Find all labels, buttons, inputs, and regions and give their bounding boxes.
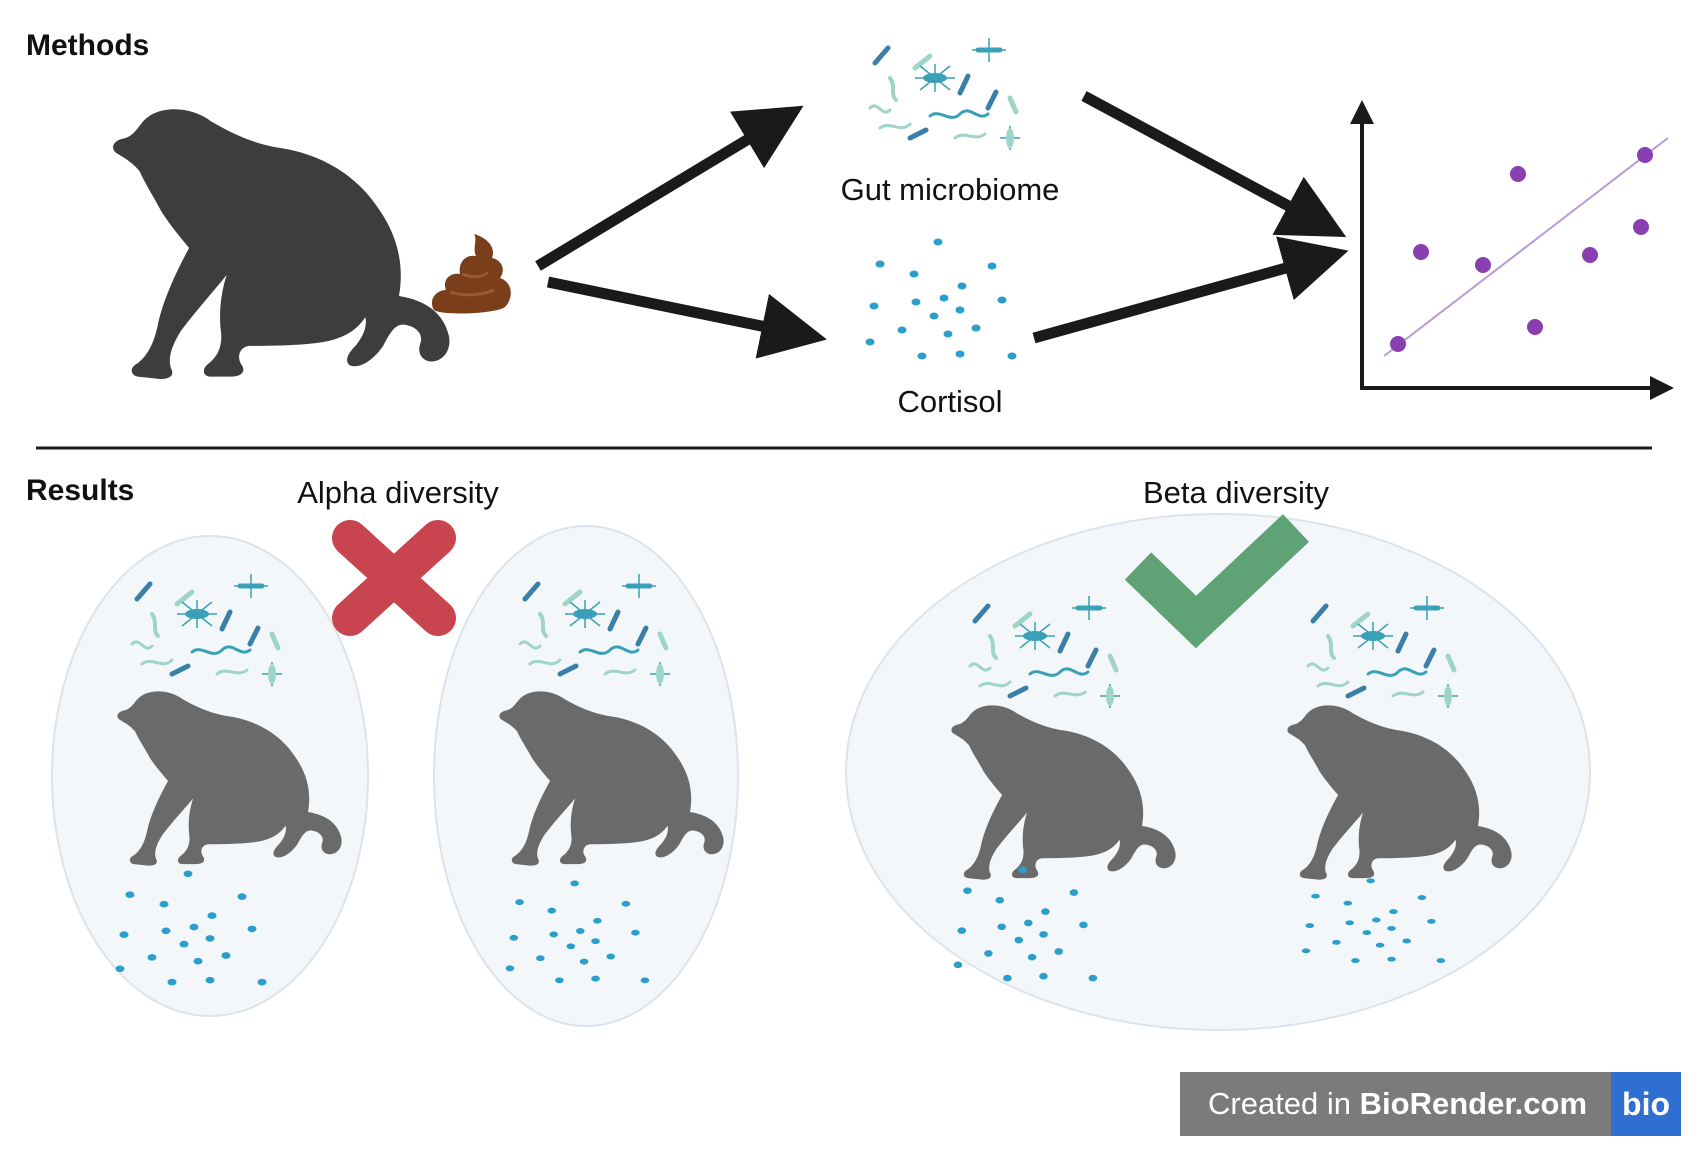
check-icon <box>1124 514 1310 649</box>
chimpanzee-icon <box>113 109 450 380</box>
flow-arrows <box>535 91 1349 359</box>
results-title: Results <box>26 474 134 507</box>
arrow-to-cortisol <box>546 276 827 359</box>
arrow-cortisol-to-plot <box>1032 236 1349 344</box>
scatter-point <box>1582 247 1598 263</box>
scatter-plot <box>1350 100 1674 400</box>
scatter-point <box>1637 147 1653 163</box>
arrow-to-microbiome <box>535 105 804 271</box>
scatter-point <box>1413 244 1429 260</box>
badge-brand: BioRender.com <box>1359 1086 1588 1121</box>
arrow-microbiome-to-plot <box>1081 91 1347 238</box>
poop-icon <box>431 234 511 314</box>
trend-line <box>1383 137 1669 357</box>
scatter-point <box>1390 336 1406 352</box>
beta-diversity-label: Beta diversity <box>1143 475 1330 510</box>
badge-prefix: Created in <box>1208 1086 1360 1121</box>
scatter-point <box>1510 166 1526 182</box>
scatter-point <box>1633 219 1649 235</box>
methods-title: Methods <box>26 29 149 62</box>
alpha-group-1 <box>51 535 369 1017</box>
cortisol-icon <box>865 238 1017 360</box>
beta-group <box>845 513 1591 1031</box>
scatter-point <box>1475 257 1491 273</box>
cortisol-label: Cortisol <box>897 384 1002 419</box>
alpha-group-2 <box>433 525 739 1027</box>
biorender-badge[interactable]: Created in BioRender.com bio <box>1180 1072 1682 1136</box>
scatter-point <box>1527 319 1543 335</box>
gut-microbiome-label: Gut microbiome <box>841 172 1060 207</box>
cross-icon <box>332 520 456 636</box>
biorender-logo-icon: bio <box>1611 1072 1682 1136</box>
badge-text: Created in BioRender.com <box>1180 1072 1612 1136</box>
bacteria-icon <box>870 38 1020 150</box>
alpha-diversity-label: Alpha diversity <box>297 475 499 510</box>
